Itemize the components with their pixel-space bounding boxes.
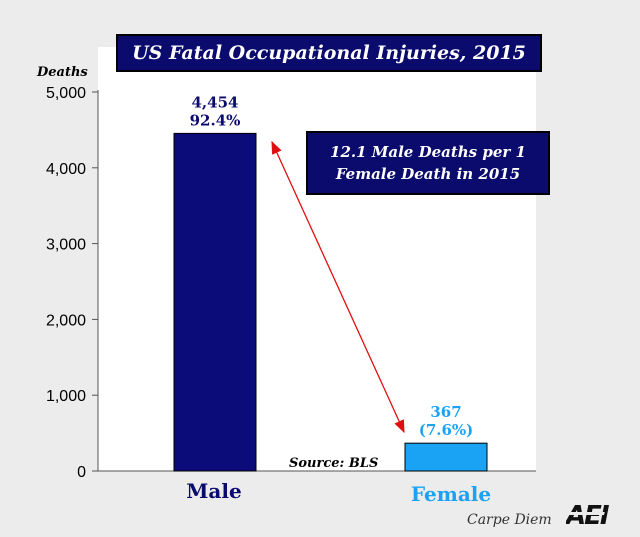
chart-title: US Fatal Occupational Injuries, 2015: [116, 34, 542, 72]
plot-area: [98, 47, 536, 471]
value-label: 4,454: [192, 93, 239, 111]
svg-text:AEI: AEI: [566, 501, 610, 530]
aei-logo: AEI: [566, 501, 612, 530]
value-label: 367: [430, 403, 461, 421]
category-label: Male: [186, 479, 241, 503]
bar-male: [173, 132, 257, 472]
credit-text: Carpe Diem: [467, 512, 552, 528]
y-tick-label: 4,000: [46, 161, 86, 178]
y-tick-label: 5,000: [46, 85, 86, 102]
annotation-box: 12.1 Male Deaths per 1 Female Death in 2…: [306, 131, 550, 195]
annotation-line-1: 12.1 Male Deaths per 1: [330, 143, 526, 161]
percent-label: (7.6%): [419, 421, 474, 439]
y-tick-label: 2,000: [46, 312, 86, 329]
y-axis-title: Deaths: [36, 65, 88, 80]
annotation-line-2: Female Death in 2015: [335, 165, 521, 183]
percent-label: 92.4%: [190, 111, 241, 129]
y-tick-label: 3,000: [46, 237, 86, 254]
comparison-arrow: [271, 140, 405, 434]
source-note: Source: BLS: [289, 456, 378, 471]
y-tick-label: 0: [77, 464, 86, 481]
category-label: Female: [411, 482, 491, 506]
y-tick-label: 1,000: [46, 388, 86, 405]
bar-female: [404, 442, 488, 472]
